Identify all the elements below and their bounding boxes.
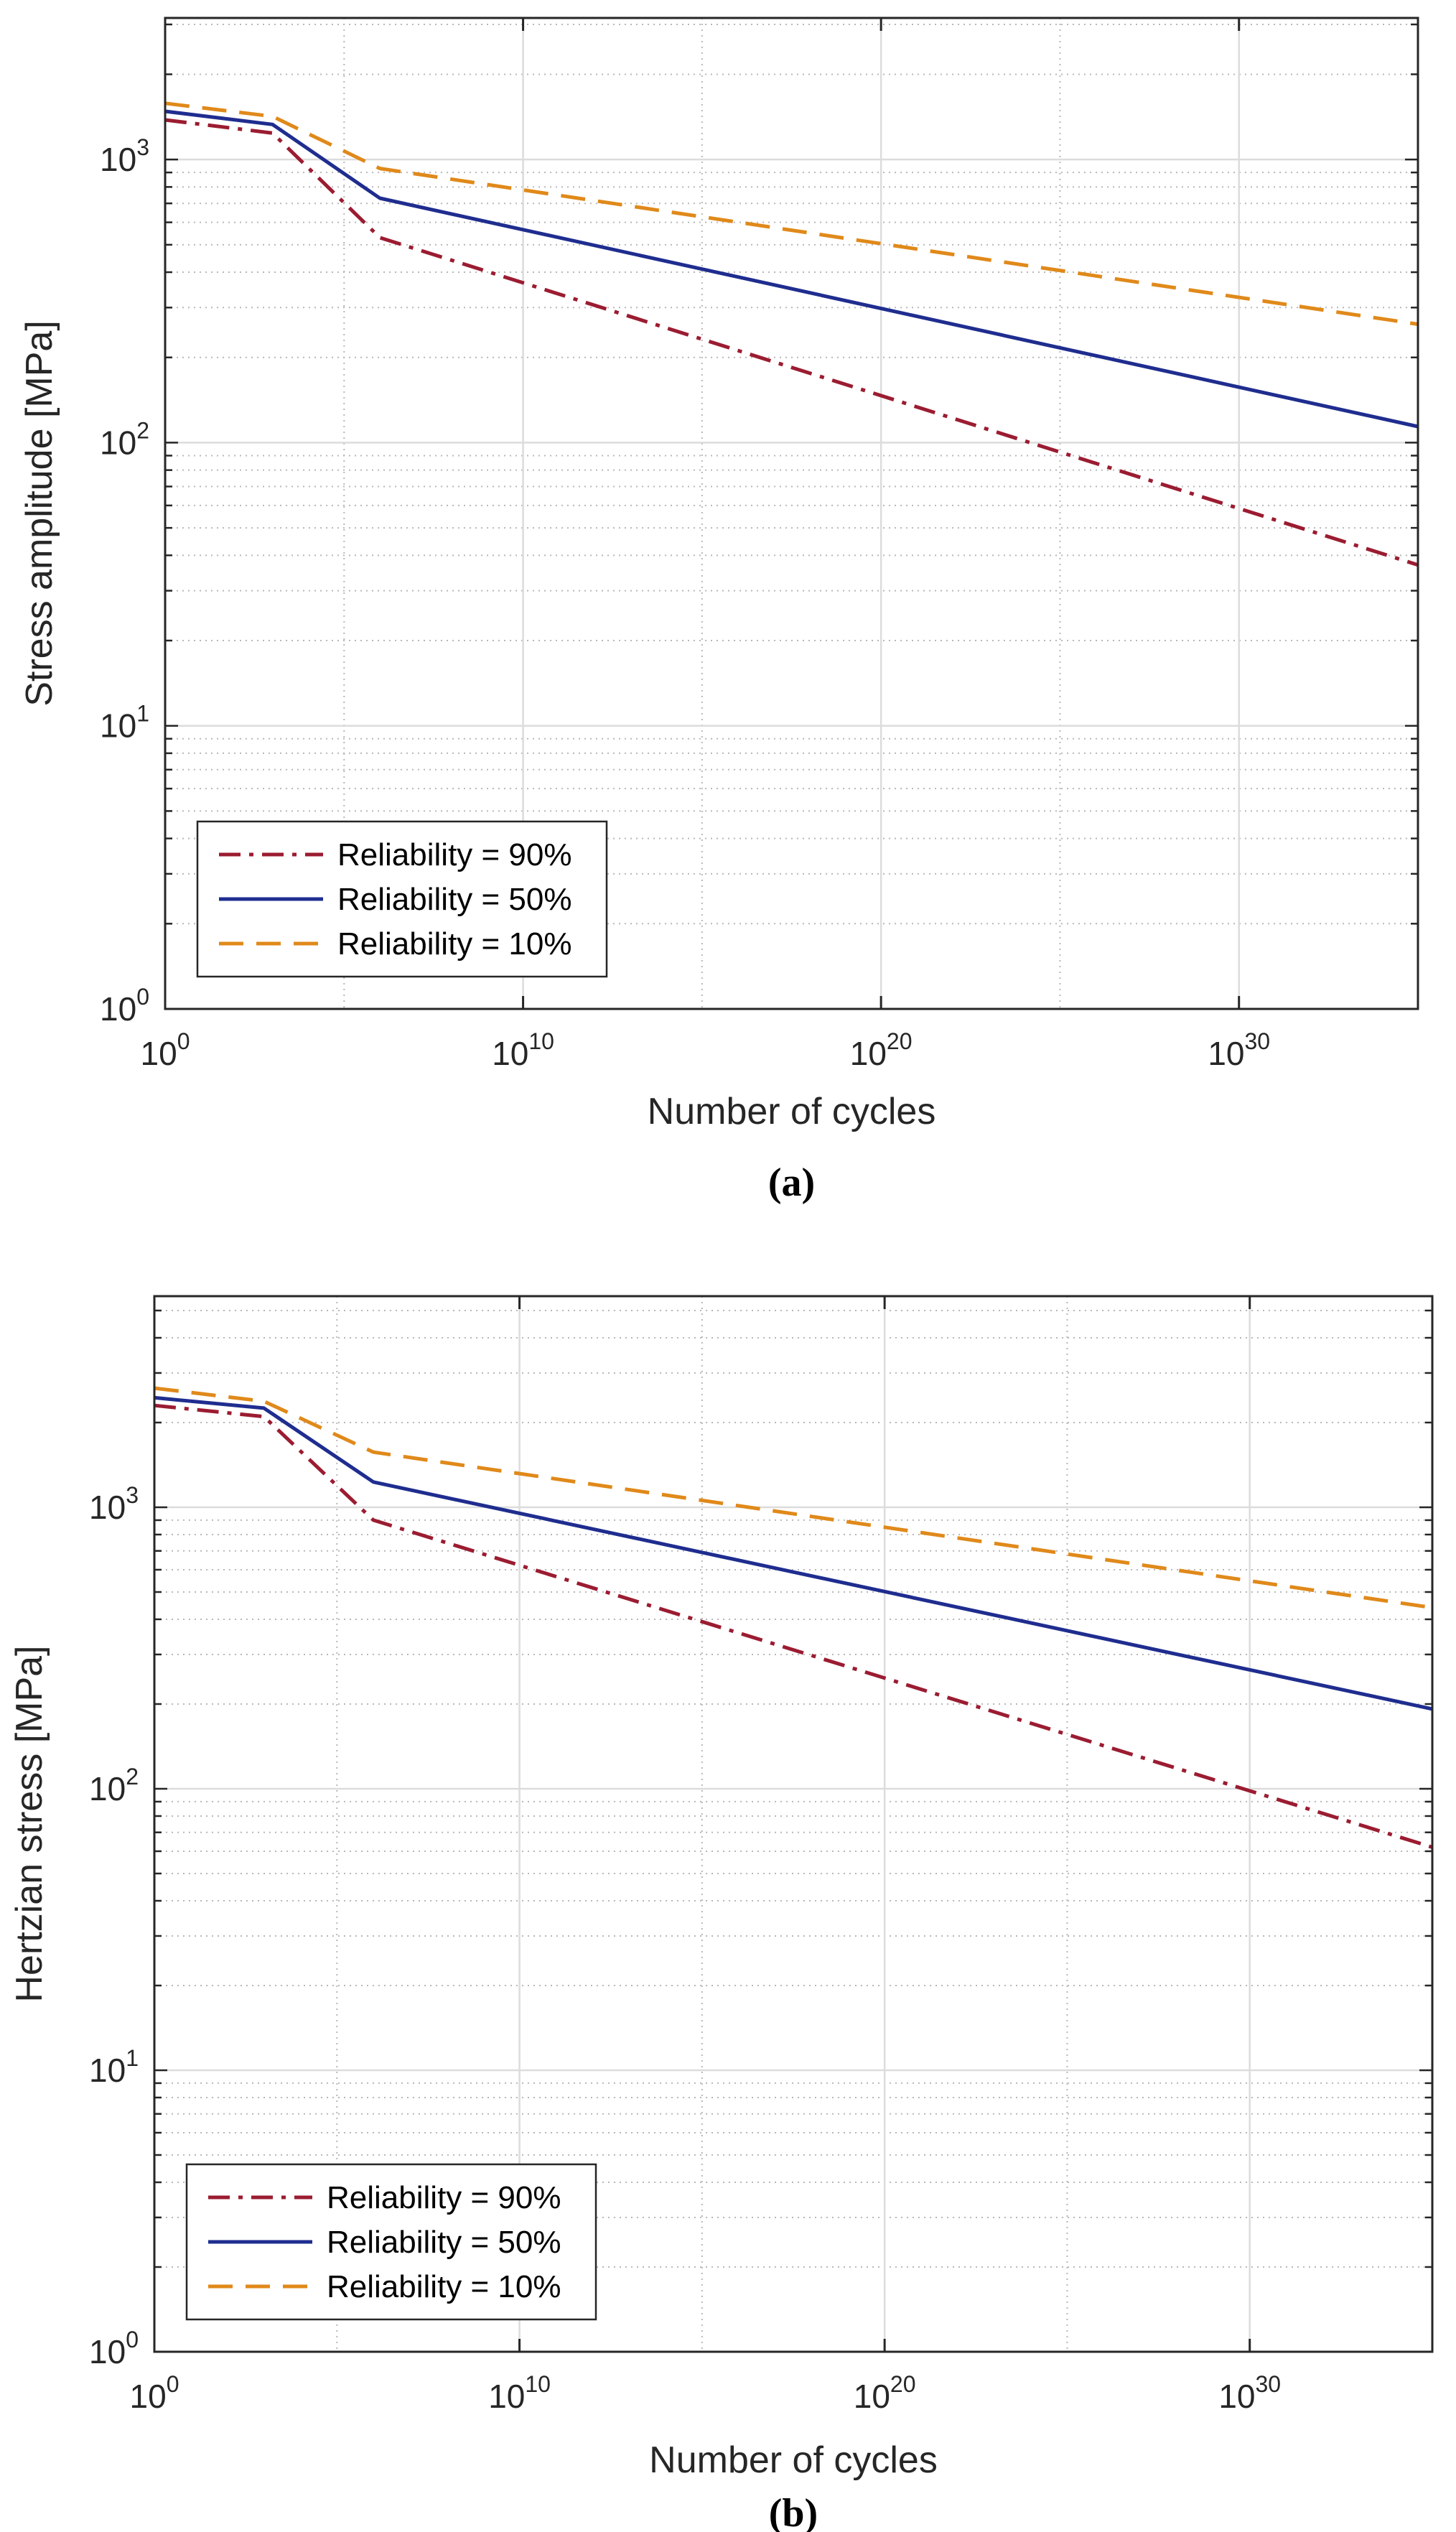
x-tick-label-exponent: 20 xyxy=(890,2371,916,2397)
x-tick-label-base: 10 xyxy=(854,2378,890,2415)
tick-marks xyxy=(164,18,1418,1010)
y-tick-label-exponent: 0 xyxy=(136,984,149,1010)
y-tick-label-base: 10 xyxy=(89,1770,126,1807)
x-tick-label-exponent: 30 xyxy=(1245,1028,1271,1054)
y-tick-label: 103 xyxy=(89,1482,139,1526)
y-tick-label-exponent: 2 xyxy=(136,417,149,443)
y-tick-label: 102 xyxy=(100,417,149,461)
series-line-3 xyxy=(164,101,1419,326)
y-tick-label-base: 10 xyxy=(100,707,136,745)
x-tick-label: 1030 xyxy=(1218,2371,1281,2415)
x-tick-label-base: 10 xyxy=(1208,1035,1244,1072)
y-axis-label: Stress amplitude [MPa] xyxy=(19,320,60,707)
x-tick-label-exponent: 0 xyxy=(167,2371,179,2397)
y-tick-label-base: 10 xyxy=(89,1489,126,1526)
series-group xyxy=(154,1386,1433,1849)
x-tick-label-base: 10 xyxy=(141,1035,177,1072)
x-tick-label-exponent: 20 xyxy=(887,1028,913,1054)
panel-caption: (a) xyxy=(768,1160,815,1205)
y-tick-label-exponent: 3 xyxy=(136,134,149,160)
x-tick-label-base: 10 xyxy=(1218,2378,1255,2415)
legend-label-3: Reliability = 10% xyxy=(337,926,572,962)
series-line-2 xyxy=(154,1395,1433,1711)
y-tick-label: 102 xyxy=(89,1764,139,1807)
y-tick-label-base: 10 xyxy=(100,141,136,178)
x-tick-label: 1030 xyxy=(1208,1028,1270,1072)
axes-box xyxy=(153,1295,1434,2353)
y-tick-label-base: 10 xyxy=(89,2333,126,2370)
y-tick-label-exponent: 3 xyxy=(126,1482,139,1508)
x-tick-label-base: 10 xyxy=(850,1035,887,1072)
legend-label-1: Reliability = 90% xyxy=(337,837,572,872)
x-tick-label: 1020 xyxy=(854,2371,916,2415)
y-tick-label-exponent: 1 xyxy=(136,701,149,727)
x-tick-label-exponent: 30 xyxy=(1256,2371,1282,2397)
series-line-1 xyxy=(164,118,1419,567)
series-line-3 xyxy=(154,1386,1433,1610)
tick-marks xyxy=(153,1296,1432,2353)
y-tick-label: 101 xyxy=(89,2045,139,2089)
y-tick-label: 103 xyxy=(100,134,149,178)
x-tick-label-base: 10 xyxy=(130,2378,167,2415)
y-tick-label: 100 xyxy=(100,984,149,1028)
x-axis-label: Number of cycles xyxy=(648,1091,936,1132)
legend-label-1: Reliability = 90% xyxy=(327,2180,561,2215)
x-tick-label-exponent: 10 xyxy=(525,2371,551,2397)
y-tick-label-exponent: 0 xyxy=(126,2327,139,2352)
x-tick-label-exponent: 10 xyxy=(528,1028,554,1054)
y-tick-label-exponent: 1 xyxy=(126,2045,139,2071)
legend: Reliability = 90% Reliability = 50% Reliab… xyxy=(185,2163,597,2321)
x-tick-label: 100 xyxy=(141,1028,190,1072)
y-tick-label: 101 xyxy=(100,701,149,745)
series-line-2 xyxy=(164,109,1419,429)
x-tick-label: 100 xyxy=(130,2371,179,2415)
x-tick-label-base: 10 xyxy=(492,1035,528,1072)
x-tick-label: 1020 xyxy=(850,1028,913,1072)
legend: Reliability = 90% Reliability = 50% Reliab… xyxy=(196,820,608,978)
series-group xyxy=(164,101,1419,567)
y-tick-label-exponent: 2 xyxy=(126,1764,139,1789)
x-axis-label: Number of cycles xyxy=(649,2439,938,2481)
x-tick-label: 1010 xyxy=(492,1028,554,1072)
x-tick-label-exponent: 0 xyxy=(177,1028,190,1054)
y-tick-label-base: 10 xyxy=(100,424,136,461)
x-tick-label-base: 10 xyxy=(488,2378,525,2415)
y-tick-label: 100 xyxy=(89,2327,139,2370)
axes-box xyxy=(164,17,1419,1010)
series-line-1 xyxy=(154,1403,1433,1849)
legend-label-2: Reliability = 50% xyxy=(327,2225,561,2260)
legend-label-3: Reliability = 10% xyxy=(327,2269,561,2304)
panel-caption: (b) xyxy=(769,2491,818,2532)
legend-label-2: Reliability = 50% xyxy=(337,882,572,917)
y-axis-label: Hertzian stress [MPa] xyxy=(9,1645,50,2002)
x-tick-label: 1010 xyxy=(488,2371,551,2415)
y-tick-label-base: 10 xyxy=(100,990,136,1028)
y-tick-label-base: 10 xyxy=(89,2052,126,2089)
